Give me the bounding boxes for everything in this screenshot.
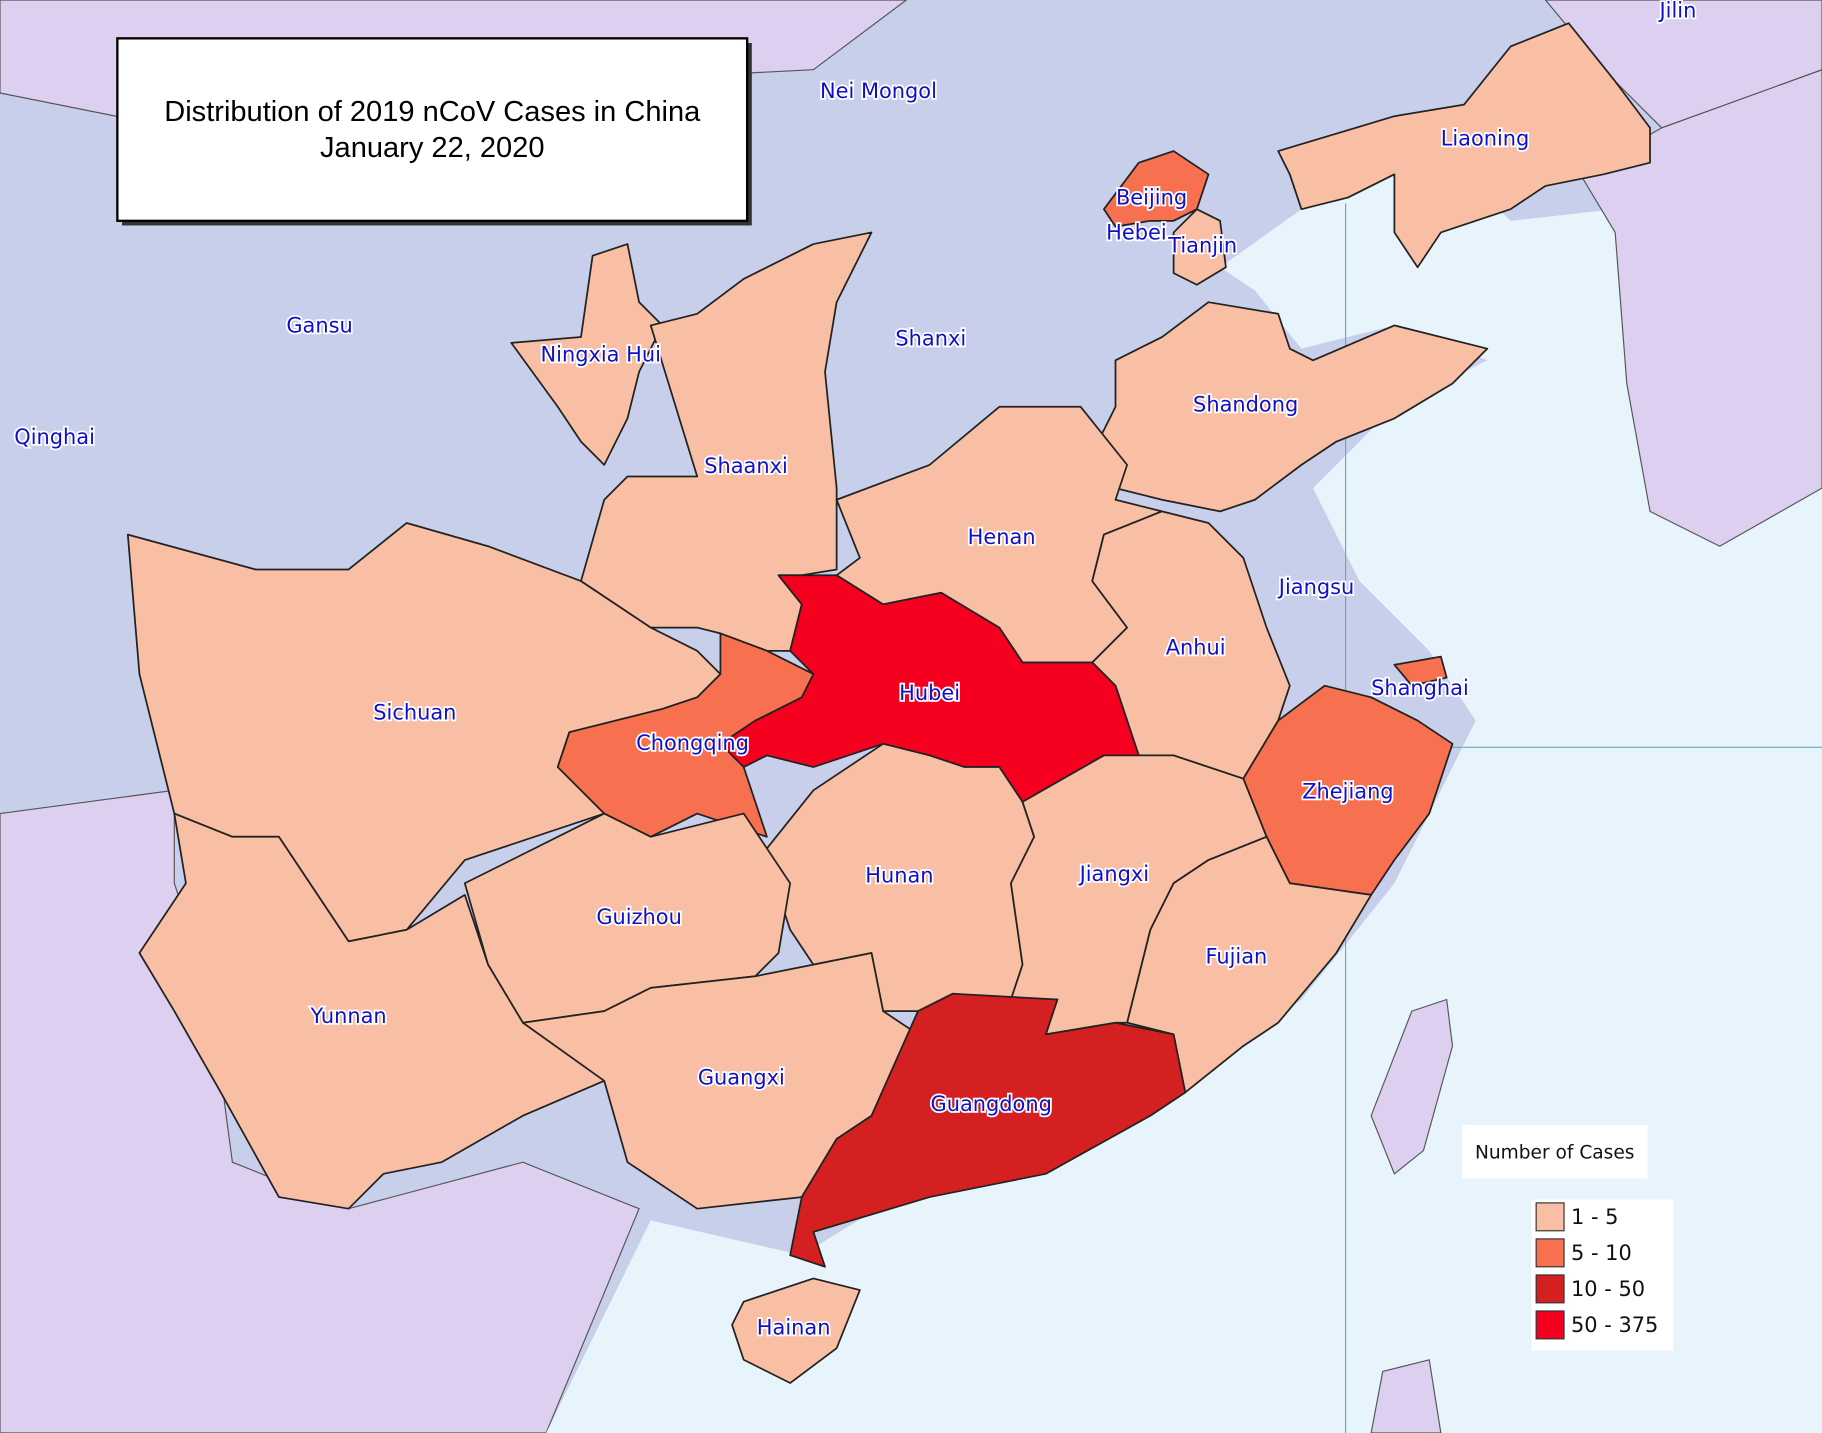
province-label: Sichuan	[373, 701, 456, 725]
province-label: Guangxi	[698, 1066, 785, 1090]
legend-label: 50 - 375	[1571, 1313, 1658, 1337]
province-label: Anhui	[1166, 636, 1226, 660]
title-line: Distribution of 2019 nCoV Cases in China	[164, 96, 701, 128]
sea	[546, 151, 1822, 1433]
province-label: Ningxia Hui	[541, 343, 661, 367]
legend-label: 10 - 50	[1571, 1277, 1645, 1301]
province-region	[731, 1277, 861, 1384]
legend-swatch	[1535, 1274, 1565, 1304]
legend-label: 1 - 5	[1571, 1205, 1618, 1229]
province-region	[1126, 835, 1373, 1094]
province-region	[1172, 208, 1227, 286]
province-region	[789, 992, 1187, 1268]
province-label: Hubei	[899, 681, 960, 705]
regions	[126, 22, 1651, 1384]
province-label: Qinghai	[14, 425, 95, 449]
province-region	[138, 812, 606, 1210]
province-label: Shanghai	[1371, 676, 1469, 700]
province-label: Shanxi	[895, 326, 966, 350]
province-label: Hainan	[757, 1315, 831, 1339]
labels: Jilin Nei Mongol Liaoning Beijing HebeiTianj…	[13, 0, 1699, 1341]
legend-title: Number of Cases	[1475, 1142, 1634, 1163]
province-region	[510, 243, 664, 466]
legend-swatch	[1535, 1310, 1565, 1340]
province-label: Beijing	[1116, 186, 1187, 210]
legend-swatch	[1535, 1238, 1565, 1268]
province-region	[1277, 22, 1651, 269]
province-label: Guizhou	[596, 905, 682, 929]
province-region	[556, 632, 815, 838]
legend-items: 1 - 5 5 - 10 10 - 50 50 - 375	[1535, 1202, 1658, 1340]
province-label: Hebei	[1106, 221, 1167, 245]
province-label: Yunnan	[310, 1004, 387, 1028]
legend-swatch	[1535, 1202, 1565, 1232]
province-region	[1091, 301, 1489, 513]
province-label: Henan	[968, 525, 1036, 549]
province-region	[1393, 655, 1448, 687]
province-label: Jilin	[1657, 0, 1696, 23]
province-label: Fujian	[1205, 945, 1267, 969]
province-label: Shaanxi	[704, 454, 788, 478]
province-label: Shandong	[1193, 393, 1298, 417]
province-label: Nei Mongol	[820, 79, 937, 103]
province-label: Liaoning	[1441, 126, 1530, 150]
province-label: Guangdong	[930, 1092, 1051, 1116]
province-label: Jiangsu	[1277, 575, 1354, 599]
legend-title-box	[1461, 1125, 1648, 1179]
island	[1370, 1359, 1442, 1433]
province-label: Chongqing	[636, 731, 749, 755]
island	[1370, 998, 1454, 1175]
title-box	[116, 37, 749, 222]
province-label: Zhejiang	[1302, 780, 1393, 804]
province-label: Jiangxi	[1078, 862, 1149, 886]
province-label: Hunan	[865, 863, 933, 887]
province-label: Tianjin	[1167, 233, 1237, 257]
legend-label: 5 - 10	[1571, 1241, 1632, 1265]
title-line: January 22, 2020	[320, 132, 544, 164]
province-label: Gansu	[286, 314, 352, 338]
